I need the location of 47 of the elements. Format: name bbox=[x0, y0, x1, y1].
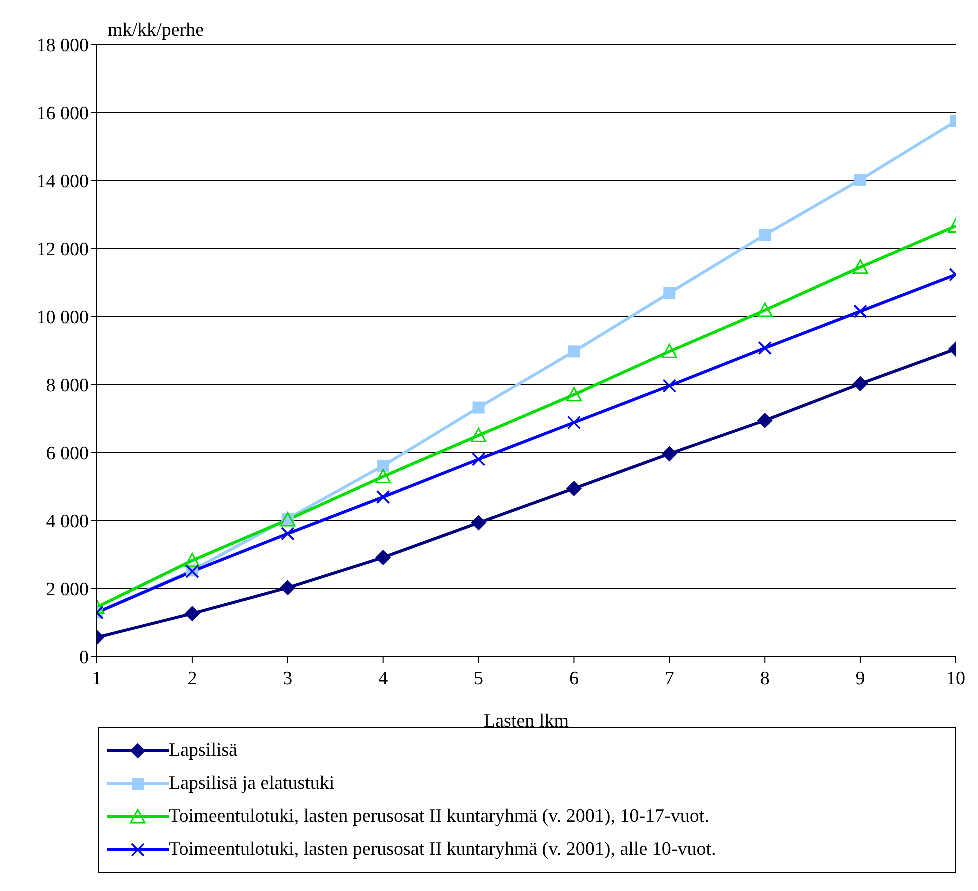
y-tick-label: 6 000 bbox=[46, 444, 89, 465]
point bbox=[376, 550, 391, 566]
x-axis-title: Lasten lkm bbox=[484, 711, 570, 732]
point bbox=[757, 302, 773, 318]
x-tick-label: 4 bbox=[378, 668, 389, 690]
point bbox=[854, 174, 867, 186]
point bbox=[184, 606, 200, 622]
y-tick-label: 8 000 bbox=[46, 376, 89, 397]
x-tick-label: 9 bbox=[856, 668, 866, 690]
point bbox=[566, 481, 582, 496]
x-tick-label: 7 bbox=[664, 668, 674, 690]
y-tick-label: 2 000 bbox=[46, 580, 89, 601]
y-tick-label: 14 000 bbox=[36, 172, 89, 193]
point bbox=[662, 446, 678, 462]
point bbox=[664, 287, 676, 300]
point bbox=[852, 260, 868, 274]
legend-label: Lapsilisä ja elatustuki bbox=[169, 772, 335, 794]
point bbox=[376, 469, 392, 484]
x-tick-label: 10 bbox=[946, 668, 966, 690]
point bbox=[471, 428, 487, 442]
point bbox=[662, 344, 678, 358]
y-axis-title: mk/kk/perhe bbox=[108, 20, 204, 41]
point bbox=[280, 580, 296, 596]
y-tick-label: 10 000 bbox=[36, 308, 89, 329]
legend-label: Toimeentulotuki, lasten perusosat II kuntaryhmä (v. 2001), alle 10-vuot. bbox=[169, 838, 716, 860]
x-tick-label: 6 bbox=[569, 668, 579, 690]
point bbox=[566, 387, 582, 402]
y-tick-label: 16 000 bbox=[36, 104, 89, 125]
point bbox=[759, 229, 772, 242]
point bbox=[377, 460, 390, 472]
y-tick-label: 0 bbox=[80, 648, 89, 669]
legend-label: Lapsilisä bbox=[169, 740, 238, 762]
x-tick-label: 1 bbox=[92, 668, 102, 690]
point bbox=[472, 402, 485, 414]
point bbox=[758, 413, 773, 428]
x-tick-label: 8 bbox=[760, 668, 770, 690]
y-tick-label: 4 000 bbox=[46, 512, 89, 533]
legend-label: Toimeentulotuki, lasten perusosat II kuntaryhmä (v. 2001), 10-17-vuot. bbox=[169, 806, 710, 828]
x-tick-label: 2 bbox=[188, 668, 198, 690]
point bbox=[471, 516, 486, 531]
point bbox=[184, 553, 200, 568]
y-tick-label: 18 000 bbox=[36, 36, 89, 57]
y-tick-label: 12 000 bbox=[36, 240, 89, 261]
x-tick-label: 3 bbox=[283, 668, 293, 690]
point bbox=[853, 376, 868, 392]
x-tick-label: 5 bbox=[474, 668, 484, 690]
point bbox=[568, 346, 580, 358]
